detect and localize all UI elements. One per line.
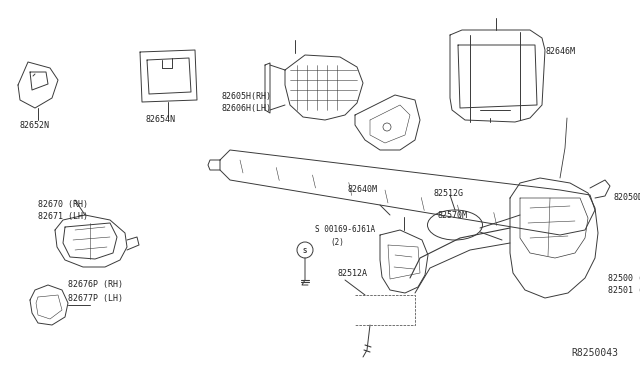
Text: 82501 (LH): 82501 (LH) xyxy=(608,286,640,295)
Text: 82500 (RH): 82500 (RH) xyxy=(608,273,640,282)
Text: 82512A: 82512A xyxy=(338,269,368,278)
Text: 82512G: 82512G xyxy=(433,189,463,199)
Text: (2): (2) xyxy=(330,238,344,247)
Text: 82652N: 82652N xyxy=(20,121,50,129)
Text: 82050D: 82050D xyxy=(613,193,640,202)
Text: 82670 (RH): 82670 (RH) xyxy=(38,199,88,208)
Text: 82654N: 82654N xyxy=(145,115,175,125)
Text: S 00169-6J61A: S 00169-6J61A xyxy=(315,225,375,234)
Text: 82640M: 82640M xyxy=(347,186,377,195)
Text: 82570M: 82570M xyxy=(438,211,468,219)
Text: 82677P (LH): 82677P (LH) xyxy=(68,294,123,302)
Text: R8250043: R8250043 xyxy=(571,348,618,358)
Text: 82646M: 82646M xyxy=(545,48,575,57)
Text: 82605H(RH): 82605H(RH) xyxy=(222,92,272,100)
Text: 82676P (RH): 82676P (RH) xyxy=(68,280,123,289)
Text: S: S xyxy=(303,248,307,254)
Text: 82606H(LH): 82606H(LH) xyxy=(222,105,272,113)
Text: 82671 (LH): 82671 (LH) xyxy=(38,212,88,221)
